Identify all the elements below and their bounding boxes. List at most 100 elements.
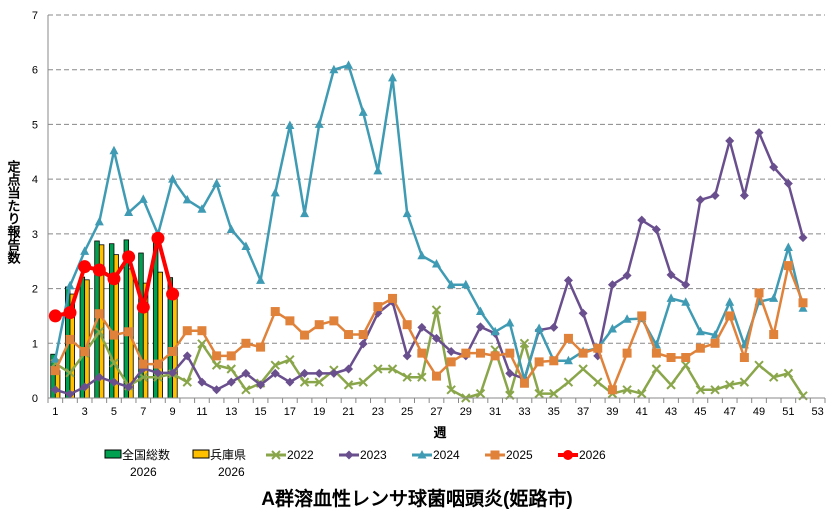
x-tick-label: 19 bbox=[313, 406, 325, 418]
x-tick-label: 45 bbox=[694, 406, 706, 418]
x-tick-label: 7 bbox=[140, 406, 146, 418]
point-2023 bbox=[475, 322, 485, 332]
point-2023 bbox=[212, 385, 222, 395]
legend-item-2025: 2025 bbox=[485, 448, 533, 462]
point-2025 bbox=[505, 348, 515, 358]
point-2022 bbox=[768, 372, 779, 382]
point-2025 bbox=[94, 309, 104, 319]
point-2025 bbox=[578, 348, 588, 358]
y-tick-label: 5 bbox=[32, 119, 38, 131]
x-tick-label: 27 bbox=[430, 406, 442, 418]
point-2026 bbox=[151, 231, 165, 245]
axes bbox=[47, 15, 825, 399]
point-2025 bbox=[769, 330, 779, 340]
point-2024 bbox=[241, 241, 251, 250]
point-2026 bbox=[136, 300, 150, 314]
point-2024 bbox=[80, 246, 90, 255]
point-2022 bbox=[710, 385, 720, 395]
point-2025 bbox=[212, 351, 222, 361]
point-2025 bbox=[739, 353, 749, 363]
point-2025 bbox=[798, 298, 808, 308]
point-2024 bbox=[256, 275, 266, 284]
point-2024 bbox=[65, 280, 75, 290]
point-2024 bbox=[622, 314, 632, 323]
legend-label: 全国総数 bbox=[122, 447, 170, 462]
legend-marker bbox=[344, 450, 354, 460]
point-2024 bbox=[388, 72, 398, 82]
line-2023 bbox=[54, 131, 805, 396]
point-2023 bbox=[607, 280, 617, 290]
y-axis-label: 定点当たり報告数 bbox=[6, 159, 22, 265]
point-2023 bbox=[270, 368, 280, 378]
x-tick-label: 39 bbox=[606, 406, 618, 418]
point-2024 bbox=[373, 165, 383, 175]
y-tick-label: 7 bbox=[32, 10, 38, 22]
point-2022 bbox=[138, 372, 148, 382]
point-2023 bbox=[109, 377, 119, 387]
point-2024 bbox=[212, 178, 222, 188]
point-2023 bbox=[563, 275, 573, 285]
point-2022 bbox=[593, 377, 603, 387]
point-2025 bbox=[80, 346, 90, 356]
point-2024 bbox=[94, 216, 104, 226]
point-2022 bbox=[534, 388, 544, 399]
point-2024 bbox=[725, 297, 735, 306]
y-axis-ticks: 0 1 2 3 4 5 6 7 bbox=[32, 10, 38, 405]
legend-label: 2024 bbox=[433, 448, 460, 462]
point-2026 bbox=[107, 272, 121, 286]
point-2025 bbox=[607, 385, 617, 395]
point-2023 bbox=[402, 351, 412, 361]
x-tick-label: 13 bbox=[225, 406, 237, 418]
point-2026 bbox=[78, 260, 92, 274]
point-2022 bbox=[666, 380, 676, 390]
point-2024 bbox=[681, 297, 691, 306]
legend-swatch bbox=[104, 449, 122, 459]
point-2022 bbox=[783, 368, 794, 379]
point-2024 bbox=[329, 64, 339, 74]
point-2023 bbox=[182, 351, 192, 361]
point-2022 bbox=[109, 358, 119, 368]
point-2025 bbox=[344, 330, 354, 340]
series-2025 bbox=[50, 261, 808, 395]
point-2025 bbox=[651, 348, 661, 358]
point-2023 bbox=[651, 224, 661, 234]
point-2022 bbox=[519, 338, 530, 348]
point-2025 bbox=[241, 338, 251, 348]
point-2022 bbox=[65, 368, 75, 378]
point-2025 bbox=[490, 351, 500, 361]
point-2025 bbox=[710, 338, 720, 348]
legend-marker bbox=[563, 450, 573, 460]
point-2022 bbox=[798, 391, 808, 401]
point-2023 bbox=[50, 385, 60, 395]
point-2025 bbox=[622, 348, 632, 358]
legend-label: 2022 bbox=[287, 448, 314, 462]
point-2025 bbox=[519, 378, 529, 388]
point-2023 bbox=[637, 215, 647, 225]
line-2025 bbox=[54, 264, 805, 392]
point-2023 bbox=[65, 389, 75, 399]
legend-marker bbox=[271, 450, 281, 460]
point-2024 bbox=[270, 187, 280, 197]
point-2022 bbox=[270, 360, 280, 370]
point-2024 bbox=[300, 208, 310, 218]
point-2022 bbox=[211, 360, 222, 370]
point-2024 bbox=[461, 279, 471, 289]
point-2023 bbox=[505, 368, 515, 378]
point-2022 bbox=[695, 385, 706, 395]
point-2026 bbox=[63, 306, 77, 320]
point-2025 bbox=[593, 343, 603, 353]
point-2024 bbox=[475, 306, 485, 316]
point-2023 bbox=[754, 128, 764, 138]
x-tick-label: 17 bbox=[284, 406, 296, 418]
x-tick-label: 53 bbox=[812, 406, 824, 418]
legend-item-bar: 兵庫県 2026 bbox=[192, 448, 246, 479]
point-2023 bbox=[798, 233, 808, 243]
point-2023 bbox=[769, 162, 779, 172]
point-2024 bbox=[769, 293, 779, 302]
point-2023 bbox=[446, 346, 456, 356]
y-tick-label: 3 bbox=[32, 229, 38, 241]
point-2025 bbox=[461, 348, 471, 358]
point-2022 bbox=[94, 327, 105, 337]
point-2024 bbox=[358, 107, 368, 116]
point-2022 bbox=[754, 360, 764, 370]
